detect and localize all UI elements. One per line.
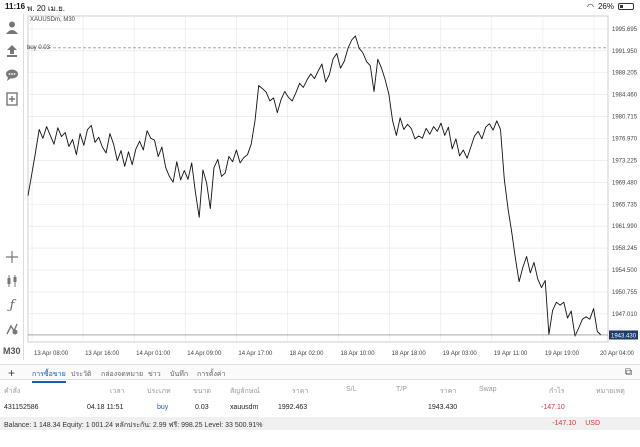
terminal-tabs: + การซื้อขาย ประวัติ กล่องจดหมาย ข่าว บั… xyxy=(0,364,640,383)
x-tick-label: 19 Apr 03:00 xyxy=(443,351,478,357)
col-price: ราคา xyxy=(292,388,309,395)
x-tick-label: 14 Apr 01:00 xyxy=(136,351,171,357)
x-tick-label: 13 Apr 16:00 xyxy=(85,351,120,357)
plus-icon[interactable]: + xyxy=(8,366,16,380)
x-tick-label: 20 Apr 04:00 xyxy=(600,351,635,357)
col-swap: Swap xyxy=(479,386,497,393)
chart-toolbar: ƒ M30 xyxy=(0,14,24,360)
y-tick-label: 1954.500 xyxy=(612,268,638,274)
y-tick-label: 1984.460 xyxy=(612,93,638,99)
time-axis: 13 Apr 08:00 13 Apr 16:00 14 Apr 01:00 14 A… xyxy=(34,351,635,357)
tab-history[interactable]: ประวัติ xyxy=(71,371,92,378)
col-type: ประเภท xyxy=(147,388,171,395)
status-date: พ. 20 เม.ย. xyxy=(27,4,65,13)
candles-icon[interactable] xyxy=(3,272,21,290)
order-line-label: buy 0.03 xyxy=(27,45,51,51)
row-order: 431152586 xyxy=(4,404,39,411)
upload-icon[interactable] xyxy=(3,42,21,60)
battery-icon xyxy=(618,3,634,10)
row-current: 1943.430 xyxy=(428,404,458,411)
y-tick-label: 1991.950 xyxy=(612,49,638,55)
row-profit: -147.10 xyxy=(541,404,565,411)
y-tick-label: 1958.245 xyxy=(612,246,638,252)
col-current: ราคา xyxy=(440,388,457,395)
row-volume: 0.03 xyxy=(195,404,209,411)
wifi-icon: ◠ xyxy=(587,2,594,11)
timeframe-button[interactable]: M30 xyxy=(3,346,21,356)
y-tick-label: 1950.755 xyxy=(612,290,638,296)
x-tick-label: 18 Apr 02:00 xyxy=(289,351,324,357)
x-tick-label: 19 Apr 11:00 xyxy=(494,351,528,357)
y-tick-label: 1976.970 xyxy=(612,136,638,142)
trade-table: คำสั่ง เวลา ประเภท ขนาด สัญลักษณ์ ราคา S… xyxy=(0,381,640,417)
plot-frame xyxy=(27,15,609,343)
y-tick-label: 1947.010 xyxy=(612,312,638,318)
battery-percent: 26% xyxy=(597,2,614,11)
col-volume: ขนาด xyxy=(193,388,212,395)
y-tick-label: 1988.205 xyxy=(612,71,638,77)
tab-journal[interactable]: บันทึก xyxy=(170,371,189,378)
y-tick-label: 1969.480 xyxy=(612,180,638,186)
x-tick-label: 14 Apr 09:00 xyxy=(187,351,222,357)
y-tick-label: 1973.225 xyxy=(612,158,638,164)
col-tp: T/P xyxy=(396,386,407,393)
col-sl: S/L xyxy=(346,386,357,393)
col-time: เวลา xyxy=(110,388,125,395)
price-line-series xyxy=(27,35,602,337)
status-right: ◠ 26% xyxy=(587,2,634,11)
tab-settings[interactable]: การตั้งค่า xyxy=(197,371,226,378)
status-bar: 11:16 พ. 20 เม.ย. ◠ 26% xyxy=(0,0,640,14)
function-icon[interactable]: ƒ xyxy=(9,297,15,313)
export-icon[interactable]: ⧉ xyxy=(624,367,632,378)
tab-mailbox[interactable]: กล่องจดหมาย xyxy=(101,371,144,378)
x-tick-label: 18 Apr 10:00 xyxy=(341,351,376,357)
col-profit: กำไร xyxy=(549,388,565,395)
price-chart[interactable]: 1943.430 1995.695 1991.950 1988.205 1984.46… xyxy=(24,14,640,360)
col-comment: หมายเหตุ xyxy=(596,388,625,395)
account-summary: Balance: 1 148.34 Equity: 1 001.24 หลักป… xyxy=(4,422,263,429)
x-tick-label: 13 Apr 08:00 xyxy=(34,351,69,357)
col-symbol: สัญลักษณ์ xyxy=(230,388,260,395)
y-tick-label: 1995.695 xyxy=(612,27,638,33)
row-time: 04.18 11:51 xyxy=(87,404,124,411)
y-tick-label: 1965.735 xyxy=(612,202,638,208)
chat-icon[interactable] xyxy=(3,66,21,84)
objects-icon[interactable] xyxy=(3,320,21,338)
account-currency: USD xyxy=(585,420,600,427)
y-tick-label: 1961.990 xyxy=(612,224,638,230)
table-header: คำสั่ง เวลา ประเภท ขนาด สัญลักษณ์ ราคา S… xyxy=(0,381,640,399)
tab-news[interactable]: ข่าว xyxy=(148,371,161,378)
price-line-layer: 1943.430 xyxy=(27,35,638,340)
account-summary-bar: Balance: 1 148.34 Equity: 1 001.24 หลักป… xyxy=(0,417,640,430)
x-tick-label: 19 Apr 19:00 xyxy=(545,351,580,357)
x-tick-label: 18 Apr 18:00 xyxy=(392,351,427,357)
total-profit: -147.10 xyxy=(552,420,576,427)
price-axis: 1995.695 1991.950 1988.205 1984.460 1980.715… xyxy=(612,27,638,318)
status-time: 11:16 xyxy=(5,2,26,11)
person-icon[interactable] xyxy=(3,18,21,36)
row-symbol: xauusdm xyxy=(230,404,259,411)
table-row[interactable]: 431152586 04.18 11:51 buy 0.03 xauusdm 1… xyxy=(0,399,640,417)
current-price-label: 1943.430 xyxy=(611,333,637,339)
tab-trade[interactable]: การซื้อขาย xyxy=(32,369,66,383)
y-tick-label: 1980.715 xyxy=(612,115,638,121)
chart-canvas[interactable]: 1943.430 1995.695 1991.950 1988.205 1984.46… xyxy=(24,14,640,360)
col-order: คำสั่ง xyxy=(4,388,21,395)
add-document-icon[interactable] xyxy=(3,90,21,108)
chart-grid xyxy=(27,15,609,343)
crosshair-icon[interactable] xyxy=(3,248,21,266)
row-price: 1992.463 xyxy=(278,404,308,411)
current-price-badge xyxy=(609,330,638,340)
row-type: buy xyxy=(157,404,169,411)
symbol-label: XAUUSDm, M30 xyxy=(30,17,76,23)
x-tick-label: 14 Apr 17:00 xyxy=(238,351,273,357)
